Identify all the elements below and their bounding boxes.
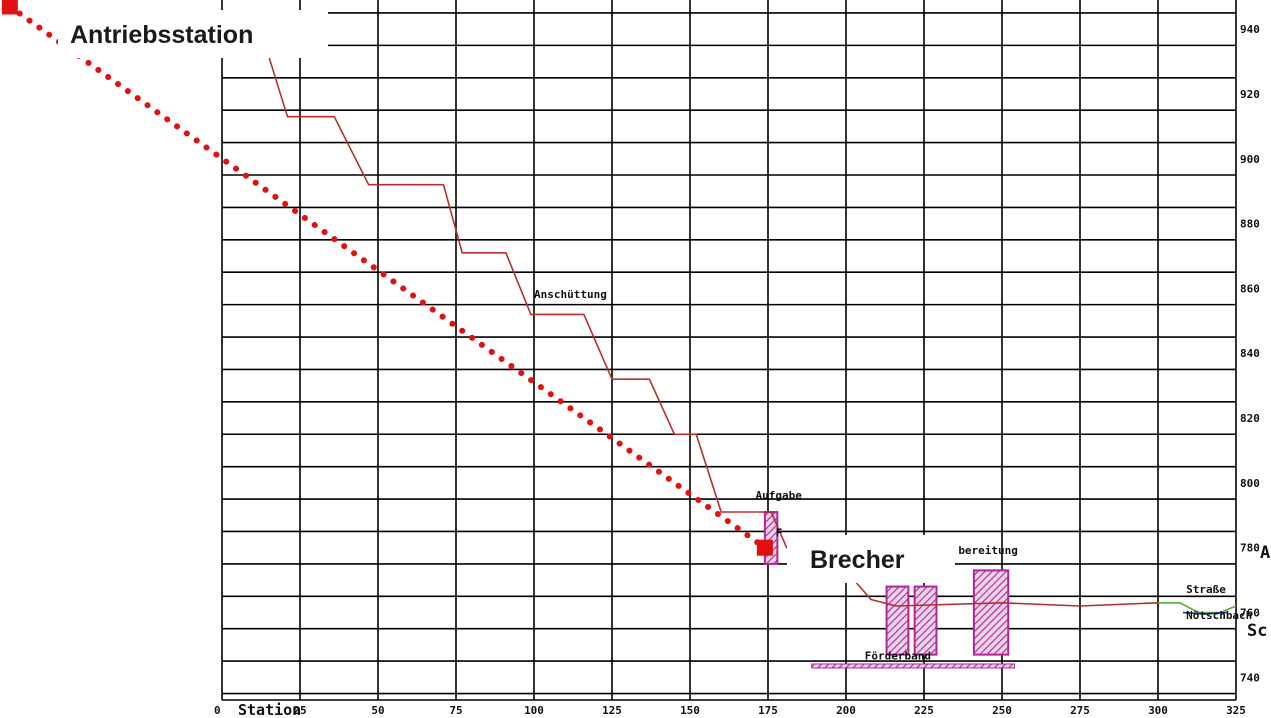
y-tick-label: 940 <box>1240 23 1260 36</box>
y-tick-label: 920 <box>1240 88 1260 101</box>
grid <box>221 0 1237 701</box>
series-connection <box>6 3 768 551</box>
x-tick-label: 300 <box>1148 704 1168 717</box>
callout-crusher: Brecher <box>787 535 955 583</box>
x-tick-label: 75 <box>449 704 462 717</box>
x-tick-label: 50 <box>371 704 384 717</box>
y-tick-label: 820 <box>1240 412 1260 425</box>
conveyor-belt <box>811 663 1015 669</box>
series-conveyor-line <box>1182 611 1227 615</box>
y-tick-label: 860 <box>1240 282 1260 295</box>
structure-aufbereitung-block-3 <box>972 569 1010 656</box>
side-label-sc: Sc <box>1247 621 1267 641</box>
x-axis-ticks: 0 25 50 75 100 125 150 175 200 225 250 275 300 325 <box>214 704 1246 717</box>
map-label: Straße <box>1186 583 1226 596</box>
callout-crusher-text: Brecher <box>810 546 905 574</box>
map-label: F <box>776 526 783 539</box>
series-stream <box>1158 601 1237 614</box>
x-tick-label: 275 <box>1070 704 1090 717</box>
y-axis-ticks: 740 760 780 800 820 840 860 880 900 920 940 <box>1240 23 1260 684</box>
x-tick-label: 0 <box>214 704 221 717</box>
y-tick-label: 740 <box>1240 671 1260 684</box>
x-tick-label: 100 <box>524 704 544 717</box>
marker-drive-station <box>1 0 18 15</box>
x-tick-label: 325 <box>1226 704 1246 717</box>
map-label: Nötschbach <box>1186 609 1252 622</box>
x-tick-label: 175 <box>758 704 778 717</box>
x-tick-label: 150 <box>680 704 700 717</box>
y-tick-label: 800 <box>1240 477 1260 490</box>
structure-aufbereitung-block-1 <box>885 585 910 656</box>
map-label: Aufgabe <box>756 489 803 502</box>
callout-drive-station-text: Antriebsstation <box>70 21 253 49</box>
x-axis-label: Station <box>238 701 301 718</box>
map-label: bereitung <box>958 544 1018 557</box>
map-label: Förderband <box>865 649 931 662</box>
structure-aufbereitung-block-2 <box>913 585 938 656</box>
series-layer <box>6 3 1237 615</box>
x-tick-label: 25 <box>293 704 306 717</box>
x-tick-label: 125 <box>602 704 622 717</box>
map-labels: Anschüttung Aufgabe bereitung Förderband Str… <box>534 288 1252 662</box>
y-tick-label: 760 <box>1240 607 1260 620</box>
y-tick-label: 840 <box>1240 347 1260 360</box>
structures <box>763 511 1015 669</box>
x-tick-label: 200 <box>836 704 856 717</box>
y-tick-label: 900 <box>1240 153 1260 166</box>
callout-drive-station: Antriebsstation <box>58 10 328 58</box>
x-tick-label: 225 <box>914 704 934 717</box>
series-terrain-profile <box>255 15 1159 607</box>
side-label-a: A <box>1260 543 1270 563</box>
map-label: Anschüttung <box>534 288 607 301</box>
marker-crusher <box>756 539 773 556</box>
y-tick-label: 780 <box>1240 542 1260 555</box>
x-tick-label: 250 <box>992 704 1012 717</box>
markers <box>1 0 773 556</box>
y-tick-label: 880 <box>1240 218 1260 231</box>
